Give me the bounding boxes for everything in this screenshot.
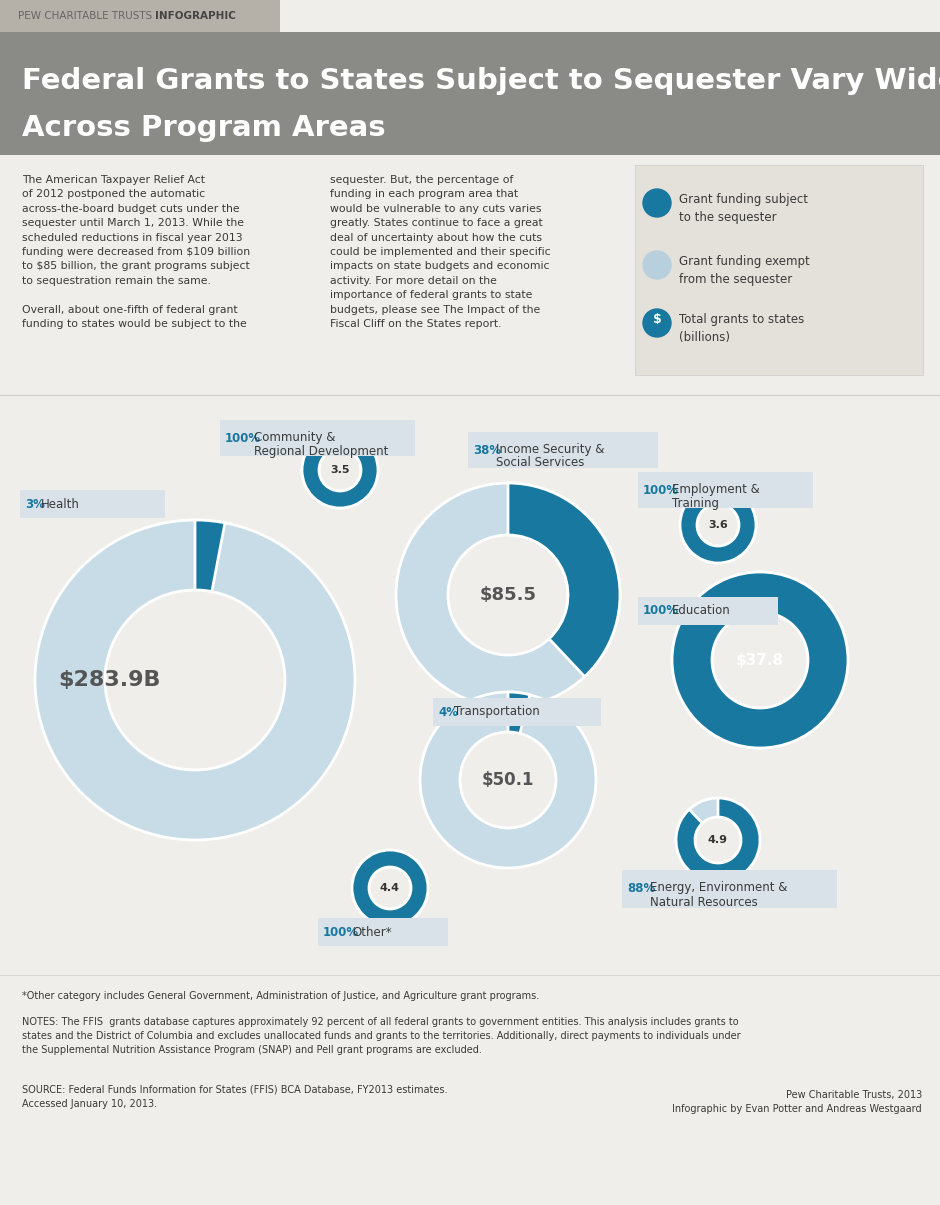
Text: Employment &: Employment &: [672, 482, 760, 495]
Text: *Other category includes General Government, Administration of Justice, and Agri: *Other category includes General Governm…: [22, 991, 540, 1001]
Text: NOTES: The FFIS  grants database captures approximately 92 percent of all federa: NOTES: The FFIS grants database captures…: [22, 1017, 741, 1056]
FancyBboxPatch shape: [635, 165, 923, 375]
FancyBboxPatch shape: [220, 421, 415, 455]
Text: Pew Charitable Trusts, 2013
Infographic by Evan Potter and Andreas Westgaard: Pew Charitable Trusts, 2013 Infographic …: [672, 1091, 922, 1113]
Text: Training: Training: [672, 496, 719, 510]
Text: Social Services: Social Services: [495, 457, 584, 470]
Text: INFOGRAPHIC: INFOGRAPHIC: [155, 11, 236, 20]
Text: Education: Education: [672, 605, 730, 617]
Text: 3.5: 3.5: [330, 465, 350, 475]
Text: 88%: 88%: [627, 882, 655, 895]
FancyBboxPatch shape: [622, 870, 837, 909]
Text: Transportation: Transportation: [454, 705, 540, 718]
Text: $85.5: $85.5: [479, 586, 537, 604]
Text: $50.1: $50.1: [481, 771, 534, 789]
Text: 3.6: 3.6: [708, 521, 728, 530]
Text: Energy, Environment &: Energy, Environment &: [650, 882, 787, 894]
Wedge shape: [302, 433, 378, 509]
Text: $: $: [652, 313, 662, 327]
Text: SOURCE: Federal Funds Information for States (FFIS) BCA Database, FY2013 estimat: SOURCE: Federal Funds Information for St…: [22, 1084, 447, 1109]
Text: PEW CHARITABLE TRUSTS: PEW CHARITABLE TRUSTS: [18, 11, 152, 20]
Wedge shape: [676, 798, 760, 882]
FancyBboxPatch shape: [0, 33, 940, 155]
Text: Income Security &: Income Security &: [495, 442, 603, 455]
Wedge shape: [352, 850, 428, 925]
Text: $37.8: $37.8: [736, 652, 784, 668]
FancyBboxPatch shape: [468, 433, 658, 468]
Wedge shape: [302, 433, 378, 509]
Text: 4.4: 4.4: [380, 883, 400, 893]
Text: Community &: Community &: [254, 430, 336, 443]
Circle shape: [643, 308, 671, 337]
FancyBboxPatch shape: [433, 698, 601, 725]
FancyBboxPatch shape: [20, 490, 165, 518]
Wedge shape: [195, 521, 225, 592]
Circle shape: [643, 189, 671, 217]
Text: Federal Grants to States Subject to Sequester Vary Widely: Federal Grants to States Subject to Sequ…: [22, 67, 940, 95]
Wedge shape: [508, 483, 620, 677]
Text: Other*: Other*: [352, 925, 392, 939]
Text: 4.9: 4.9: [708, 835, 728, 845]
Wedge shape: [508, 692, 530, 734]
Wedge shape: [35, 521, 355, 840]
Text: Grant funding subject
to the sequester: Grant funding subject to the sequester: [679, 193, 808, 224]
Wedge shape: [672, 572, 848, 748]
Text: 100%: 100%: [225, 431, 261, 445]
Text: Across Program Areas: Across Program Areas: [22, 114, 385, 142]
Text: 38%: 38%: [473, 443, 501, 457]
FancyBboxPatch shape: [638, 596, 778, 625]
Text: $283.9B: $283.9B: [58, 670, 162, 690]
Wedge shape: [352, 850, 428, 925]
Text: 100%: 100%: [643, 605, 679, 617]
Text: 3%: 3%: [25, 498, 45, 511]
Text: Natural Resources: Natural Resources: [650, 895, 758, 909]
Wedge shape: [420, 692, 596, 868]
Text: Health: Health: [41, 498, 80, 511]
Text: 100%: 100%: [323, 925, 359, 939]
Wedge shape: [672, 572, 848, 748]
Text: 4%: 4%: [438, 705, 458, 718]
Text: Total grants to states
(billions): Total grants to states (billions): [679, 313, 805, 343]
Wedge shape: [676, 798, 760, 882]
Text: sequester. But, the percentage of
funding in each program area that
would be vul: sequester. But, the percentage of fundin…: [330, 175, 551, 329]
Wedge shape: [680, 487, 756, 563]
FancyBboxPatch shape: [638, 472, 813, 509]
Text: The American Taxpayer Relief Act
of 2012 postponed the automatic
across-the-boar: The American Taxpayer Relief Act of 2012…: [22, 175, 250, 329]
Wedge shape: [680, 487, 756, 563]
Circle shape: [643, 251, 671, 280]
Text: Regional Development: Regional Development: [254, 445, 388, 458]
Text: 100%: 100%: [643, 483, 679, 496]
Wedge shape: [396, 483, 620, 707]
FancyBboxPatch shape: [318, 918, 448, 946]
Text: Grant funding exempt
from the sequester: Grant funding exempt from the sequester: [679, 255, 809, 286]
FancyBboxPatch shape: [0, 0, 280, 33]
